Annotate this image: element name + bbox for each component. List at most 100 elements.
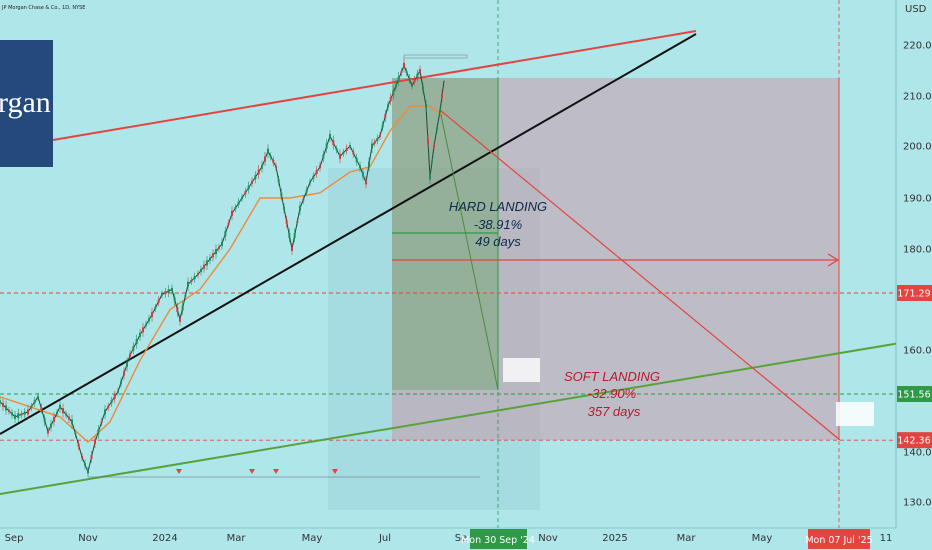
candle-body (212, 253, 214, 258)
support-trendline (0, 33, 697, 435)
candle-body (244, 191, 247, 195)
candle-body (234, 207, 237, 210)
candle-body (416, 73, 419, 78)
candle-body (30, 405, 33, 408)
candle-body (62, 408, 64, 414)
candle-body (50, 423, 52, 428)
date-badge-sep-label: Mon 30 Sep '24 (461, 535, 535, 546)
x-tick-label: 2024 (152, 533, 177, 544)
candle-body (277, 179, 280, 183)
candle-body (342, 151, 345, 154)
candle-body (77, 443, 80, 447)
candle-body (431, 160, 433, 163)
candle-body (84, 463, 86, 466)
candle-body (173, 297, 176, 302)
hard-drop-line (439, 109, 499, 391)
candle-body (299, 205, 301, 211)
drop-projection-line (439, 109, 841, 441)
candle-body (288, 232, 291, 238)
candle-body (167, 289, 170, 294)
candle-body (145, 323, 147, 326)
candle-body (53, 416, 55, 422)
candle-body (193, 276, 196, 280)
y-tick-label: 130.00 (903, 498, 932, 509)
candle-body (439, 109, 441, 113)
candle-body (97, 429, 100, 435)
candle-body (403, 62, 405, 68)
x-tick-label: 11 (880, 533, 893, 544)
candle-body (261, 164, 263, 169)
candle-body (87, 470, 89, 474)
hard-landing-pct: -38.91% (474, 217, 522, 232)
candle-body (94, 439, 96, 444)
x-axis-ticks: Sep Nov 2024 Mar May Jul Se Nov 2025 Mar May 11 (5, 533, 893, 544)
candle-body (123, 371, 125, 376)
candle-body (20, 413, 23, 416)
price-line (0, 64, 445, 474)
candle-body (312, 175, 315, 179)
candle-body (215, 249, 217, 255)
candle-body (151, 312, 153, 318)
candle-body (157, 299, 160, 303)
candle-body (425, 104, 427, 108)
candle-body (200, 268, 202, 272)
candle-body (280, 192, 283, 197)
candle-body (100, 420, 103, 423)
soft-landing-pct: -32.90% (588, 386, 636, 401)
signal-marker-4 (332, 469, 338, 474)
candle-body (283, 206, 285, 210)
candle-body (47, 430, 49, 434)
candle-body (296, 220, 299, 223)
date-badge-sep (470, 529, 527, 549)
candles (0, 58, 443, 477)
x-tick-label: Se (455, 533, 468, 544)
price-badge (897, 432, 932, 449)
candle-body (110, 400, 113, 404)
date-badge-jul (808, 529, 870, 549)
candle-body (120, 381, 122, 385)
candle-body (139, 332, 141, 337)
candle-body (411, 84, 413, 87)
candle-body (272, 160, 275, 164)
candle-body (164, 291, 167, 295)
candle-body (231, 210, 233, 216)
candle-body (37, 395, 39, 398)
candle-body (0, 400, 1, 404)
candle-body (269, 155, 272, 158)
candle-body (171, 287, 173, 291)
candle-body (184, 295, 187, 298)
y-tick-label: 180.00 (903, 245, 932, 256)
candle-body (429, 174, 431, 180)
x-tick-label: 2025 (602, 533, 627, 544)
candle-body (227, 222, 230, 225)
candle-body (126, 361, 128, 367)
candle-body (309, 181, 311, 184)
x-tick-label: Nov (538, 533, 558, 544)
price-badge (897, 285, 932, 301)
candle-body (381, 124, 384, 128)
candle-body (113, 394, 116, 399)
candle-body (422, 86, 424, 91)
candle-body (237, 201, 240, 205)
signal-marker-3 (273, 469, 279, 474)
candle-body (325, 143, 328, 149)
x-tick-label: Nov (78, 533, 98, 544)
candle-body (257, 169, 260, 175)
candle-body (291, 247, 293, 251)
candle-body (23, 411, 26, 415)
price-badge-label: 171.29 (897, 289, 930, 300)
candle-body (104, 409, 106, 415)
resistance-trendline (52, 30, 697, 141)
candle-body (302, 198, 305, 201)
currency-label: USD (905, 4, 927, 15)
candle-body (392, 90, 395, 96)
candle-body (251, 180, 253, 184)
candle-body (14, 414, 16, 419)
x-tick-label: Jul (378, 533, 391, 544)
hard-measure-tooltip (503, 358, 540, 382)
candle-body (190, 279, 193, 282)
candle-body (56, 412, 58, 415)
candle-body (154, 306, 157, 309)
